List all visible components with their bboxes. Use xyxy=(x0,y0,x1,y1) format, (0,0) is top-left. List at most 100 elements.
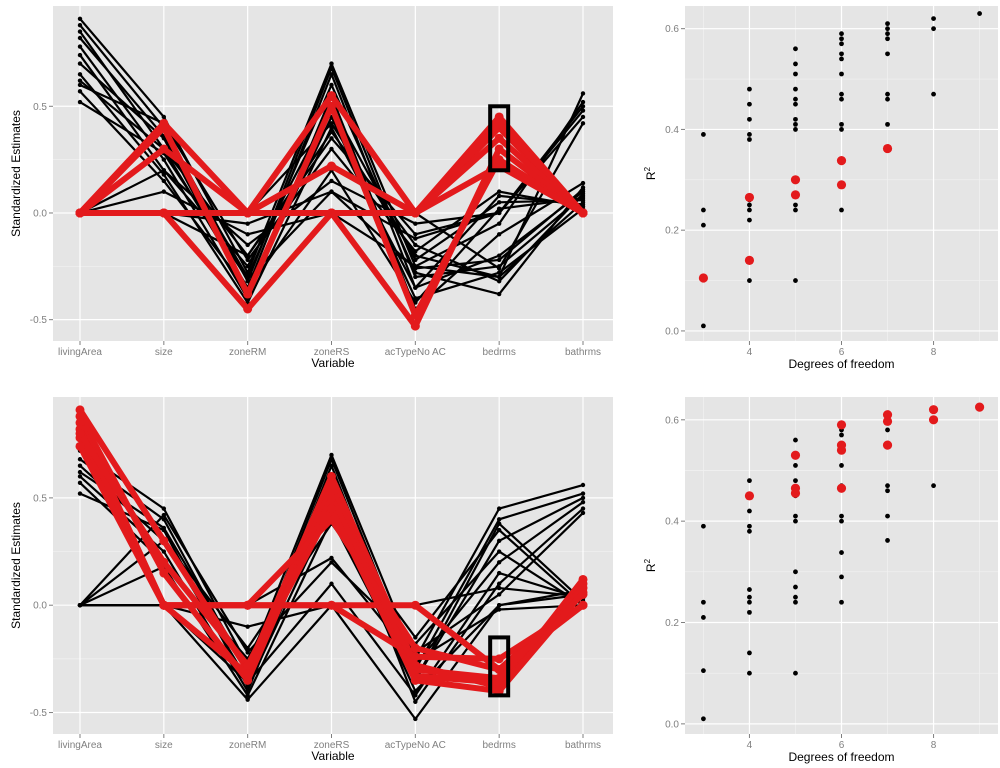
base-series-point xyxy=(329,65,334,71)
base-series-point xyxy=(496,549,502,554)
highlight-series-point xyxy=(494,673,504,683)
highlight-series-point xyxy=(494,118,504,128)
base-series-point xyxy=(161,157,167,162)
y-tick-label: 0.5 xyxy=(33,102,47,113)
base-series-point xyxy=(496,592,502,597)
highlight-point xyxy=(744,192,755,203)
base-series-point xyxy=(580,491,586,496)
x-tick-label: acTypeNo AC xyxy=(385,740,446,751)
highlight-point xyxy=(928,415,939,425)
y-tick-label: 0.0 xyxy=(33,208,47,219)
highlight-series-point xyxy=(159,600,169,610)
base-series-point xyxy=(77,99,83,105)
base-point xyxy=(793,594,798,600)
base-series-point xyxy=(77,469,83,475)
base-point xyxy=(793,513,798,519)
x-axis-title: Variable xyxy=(311,749,354,763)
base-series-point xyxy=(329,121,334,126)
base-point xyxy=(839,96,844,102)
highlight-point xyxy=(790,450,801,460)
base-series-point xyxy=(496,291,502,297)
base-series-point xyxy=(161,136,167,141)
base-series-point xyxy=(580,482,586,488)
highlight-point xyxy=(836,180,847,190)
base-series-point xyxy=(496,517,502,522)
base-series-point xyxy=(161,172,167,177)
base-point xyxy=(747,132,752,137)
base-point xyxy=(885,483,890,489)
base-point xyxy=(793,278,798,283)
x-tick-label: 6 xyxy=(839,347,845,358)
highlight-series-point xyxy=(578,600,588,610)
highlight-series-point xyxy=(410,643,420,653)
y-tick-label: 0.2 xyxy=(665,226,679,237)
base-point xyxy=(747,528,752,534)
highlight-series-point xyxy=(75,428,85,438)
base-series-point xyxy=(413,257,418,263)
base-series-point xyxy=(496,257,502,263)
highlight-series-point xyxy=(494,144,504,154)
base-series-point xyxy=(245,693,250,698)
y-tick-label: 0.5 xyxy=(33,493,47,504)
base-point xyxy=(885,427,890,433)
x-tick-label: zoneRM xyxy=(229,347,266,358)
highlight-series-point xyxy=(327,91,336,101)
x-axis-title: Degrees of freedom xyxy=(788,750,894,764)
highlight-point xyxy=(882,416,893,426)
base-point xyxy=(701,615,706,620)
highlight-point xyxy=(698,273,709,283)
y-tick-label: -0.5 xyxy=(30,315,48,326)
highlight-point xyxy=(836,483,847,493)
base-point xyxy=(747,599,752,605)
base-point xyxy=(793,437,798,443)
base-point xyxy=(747,478,752,484)
base-series-point xyxy=(245,253,250,258)
base-point xyxy=(977,11,982,16)
base-point xyxy=(931,483,936,489)
base-point xyxy=(701,132,706,137)
y-tick-label: 0.0 xyxy=(665,326,679,337)
y-axis-title-superscript: 2 xyxy=(643,558,652,563)
y-axis-title: R2 xyxy=(643,166,658,180)
base-point xyxy=(839,31,844,37)
highlight-series-point xyxy=(327,471,336,481)
base-point xyxy=(747,587,752,592)
base-series-point xyxy=(245,232,250,237)
x-tick-label: size xyxy=(155,740,173,751)
base-series-point xyxy=(77,23,83,28)
highlight-series-point xyxy=(327,161,336,171)
base-series-point xyxy=(77,44,83,49)
base-series-point xyxy=(496,266,502,271)
base-point xyxy=(701,323,706,329)
highlight-series-point xyxy=(410,652,420,662)
highlight-series-point xyxy=(494,155,504,165)
base-series-point xyxy=(329,61,334,66)
base-series-point xyxy=(580,510,586,516)
base-series-point xyxy=(161,512,167,518)
base-series-point xyxy=(329,129,334,135)
base-point xyxy=(793,584,798,590)
base-series-point xyxy=(580,506,586,511)
base-point xyxy=(839,56,844,62)
base-point xyxy=(793,86,798,92)
base-series-point xyxy=(245,624,250,629)
highlight-series-point xyxy=(243,675,253,685)
base-series-point xyxy=(496,585,502,591)
base-series-point xyxy=(77,463,83,468)
base-point xyxy=(701,222,706,228)
base-series-point xyxy=(329,452,334,458)
base-series-point xyxy=(496,253,502,258)
base-point xyxy=(931,91,936,97)
y-axis-title: R2 xyxy=(643,558,658,572)
base-series-point xyxy=(496,603,502,608)
base-series-point xyxy=(413,285,418,290)
highlight-series-point xyxy=(494,686,504,696)
highlight-series-point xyxy=(494,161,504,171)
base-series-point xyxy=(580,180,586,186)
base-series-point xyxy=(77,491,83,496)
highlight-series-point xyxy=(75,418,85,428)
base-series-point xyxy=(580,187,586,192)
r-squared-scatter-panel-3: 0.0 0.2 0.4 0.6 4 6 8 Degrees of freedom R2 xyxy=(643,397,998,764)
base-series-point xyxy=(496,560,502,565)
